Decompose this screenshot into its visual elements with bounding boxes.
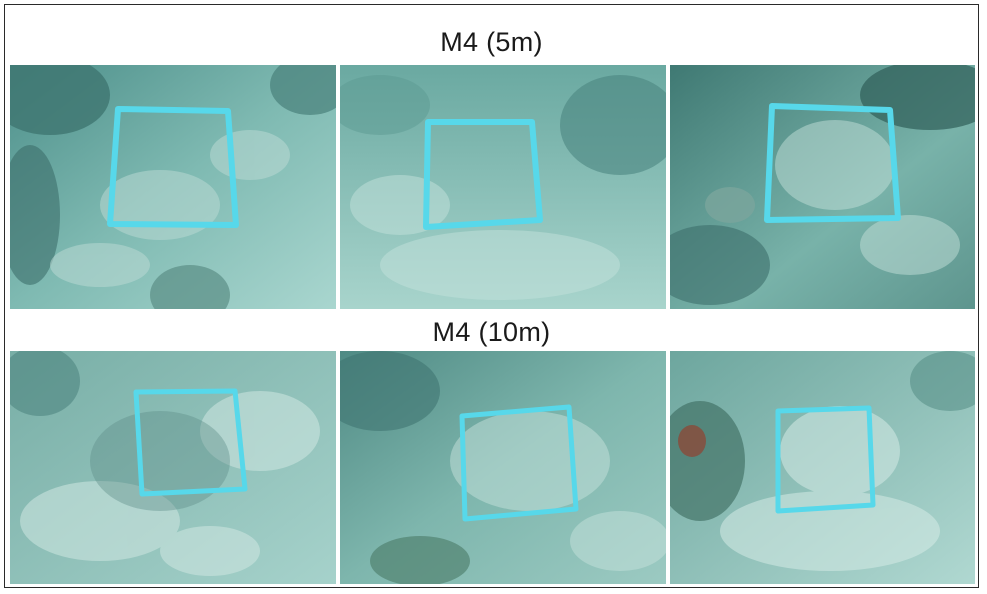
underwater-photo-5m-1	[10, 65, 336, 309]
underwater-photo-5m-3	[670, 65, 975, 309]
quadrat-frame	[107, 106, 239, 228]
quadrat-frame	[423, 119, 543, 230]
underwater-photo-5m-2	[340, 65, 666, 309]
underwater-photo-10m-3	[670, 351, 975, 584]
quadrat-frame	[764, 103, 901, 223]
quadrat-frame	[775, 405, 876, 514]
quadrat-frame	[133, 388, 248, 497]
row-title-10m: M4 (10m)	[432, 317, 551, 347]
underwater-photo-10m-2	[340, 351, 666, 584]
quadrat-frame	[459, 404, 579, 522]
underwater-photo-10m-1	[10, 351, 336, 584]
photo-figure: M4 (5m)	[4, 4, 979, 588]
row-title-5m: M4 (5m)	[440, 27, 543, 57]
